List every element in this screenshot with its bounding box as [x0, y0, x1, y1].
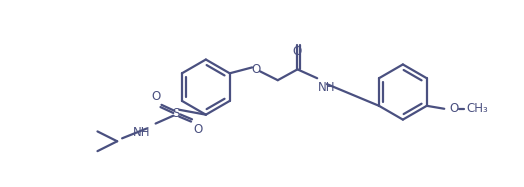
Text: S: S: [172, 107, 180, 120]
Text: NH: NH: [318, 81, 336, 94]
Text: O: O: [193, 123, 203, 136]
Text: NH: NH: [133, 126, 150, 139]
Text: O: O: [151, 91, 160, 103]
Text: O: O: [293, 45, 302, 58]
Text: CH₃: CH₃: [467, 102, 488, 115]
Text: O: O: [252, 63, 261, 76]
Text: O: O: [450, 102, 458, 115]
